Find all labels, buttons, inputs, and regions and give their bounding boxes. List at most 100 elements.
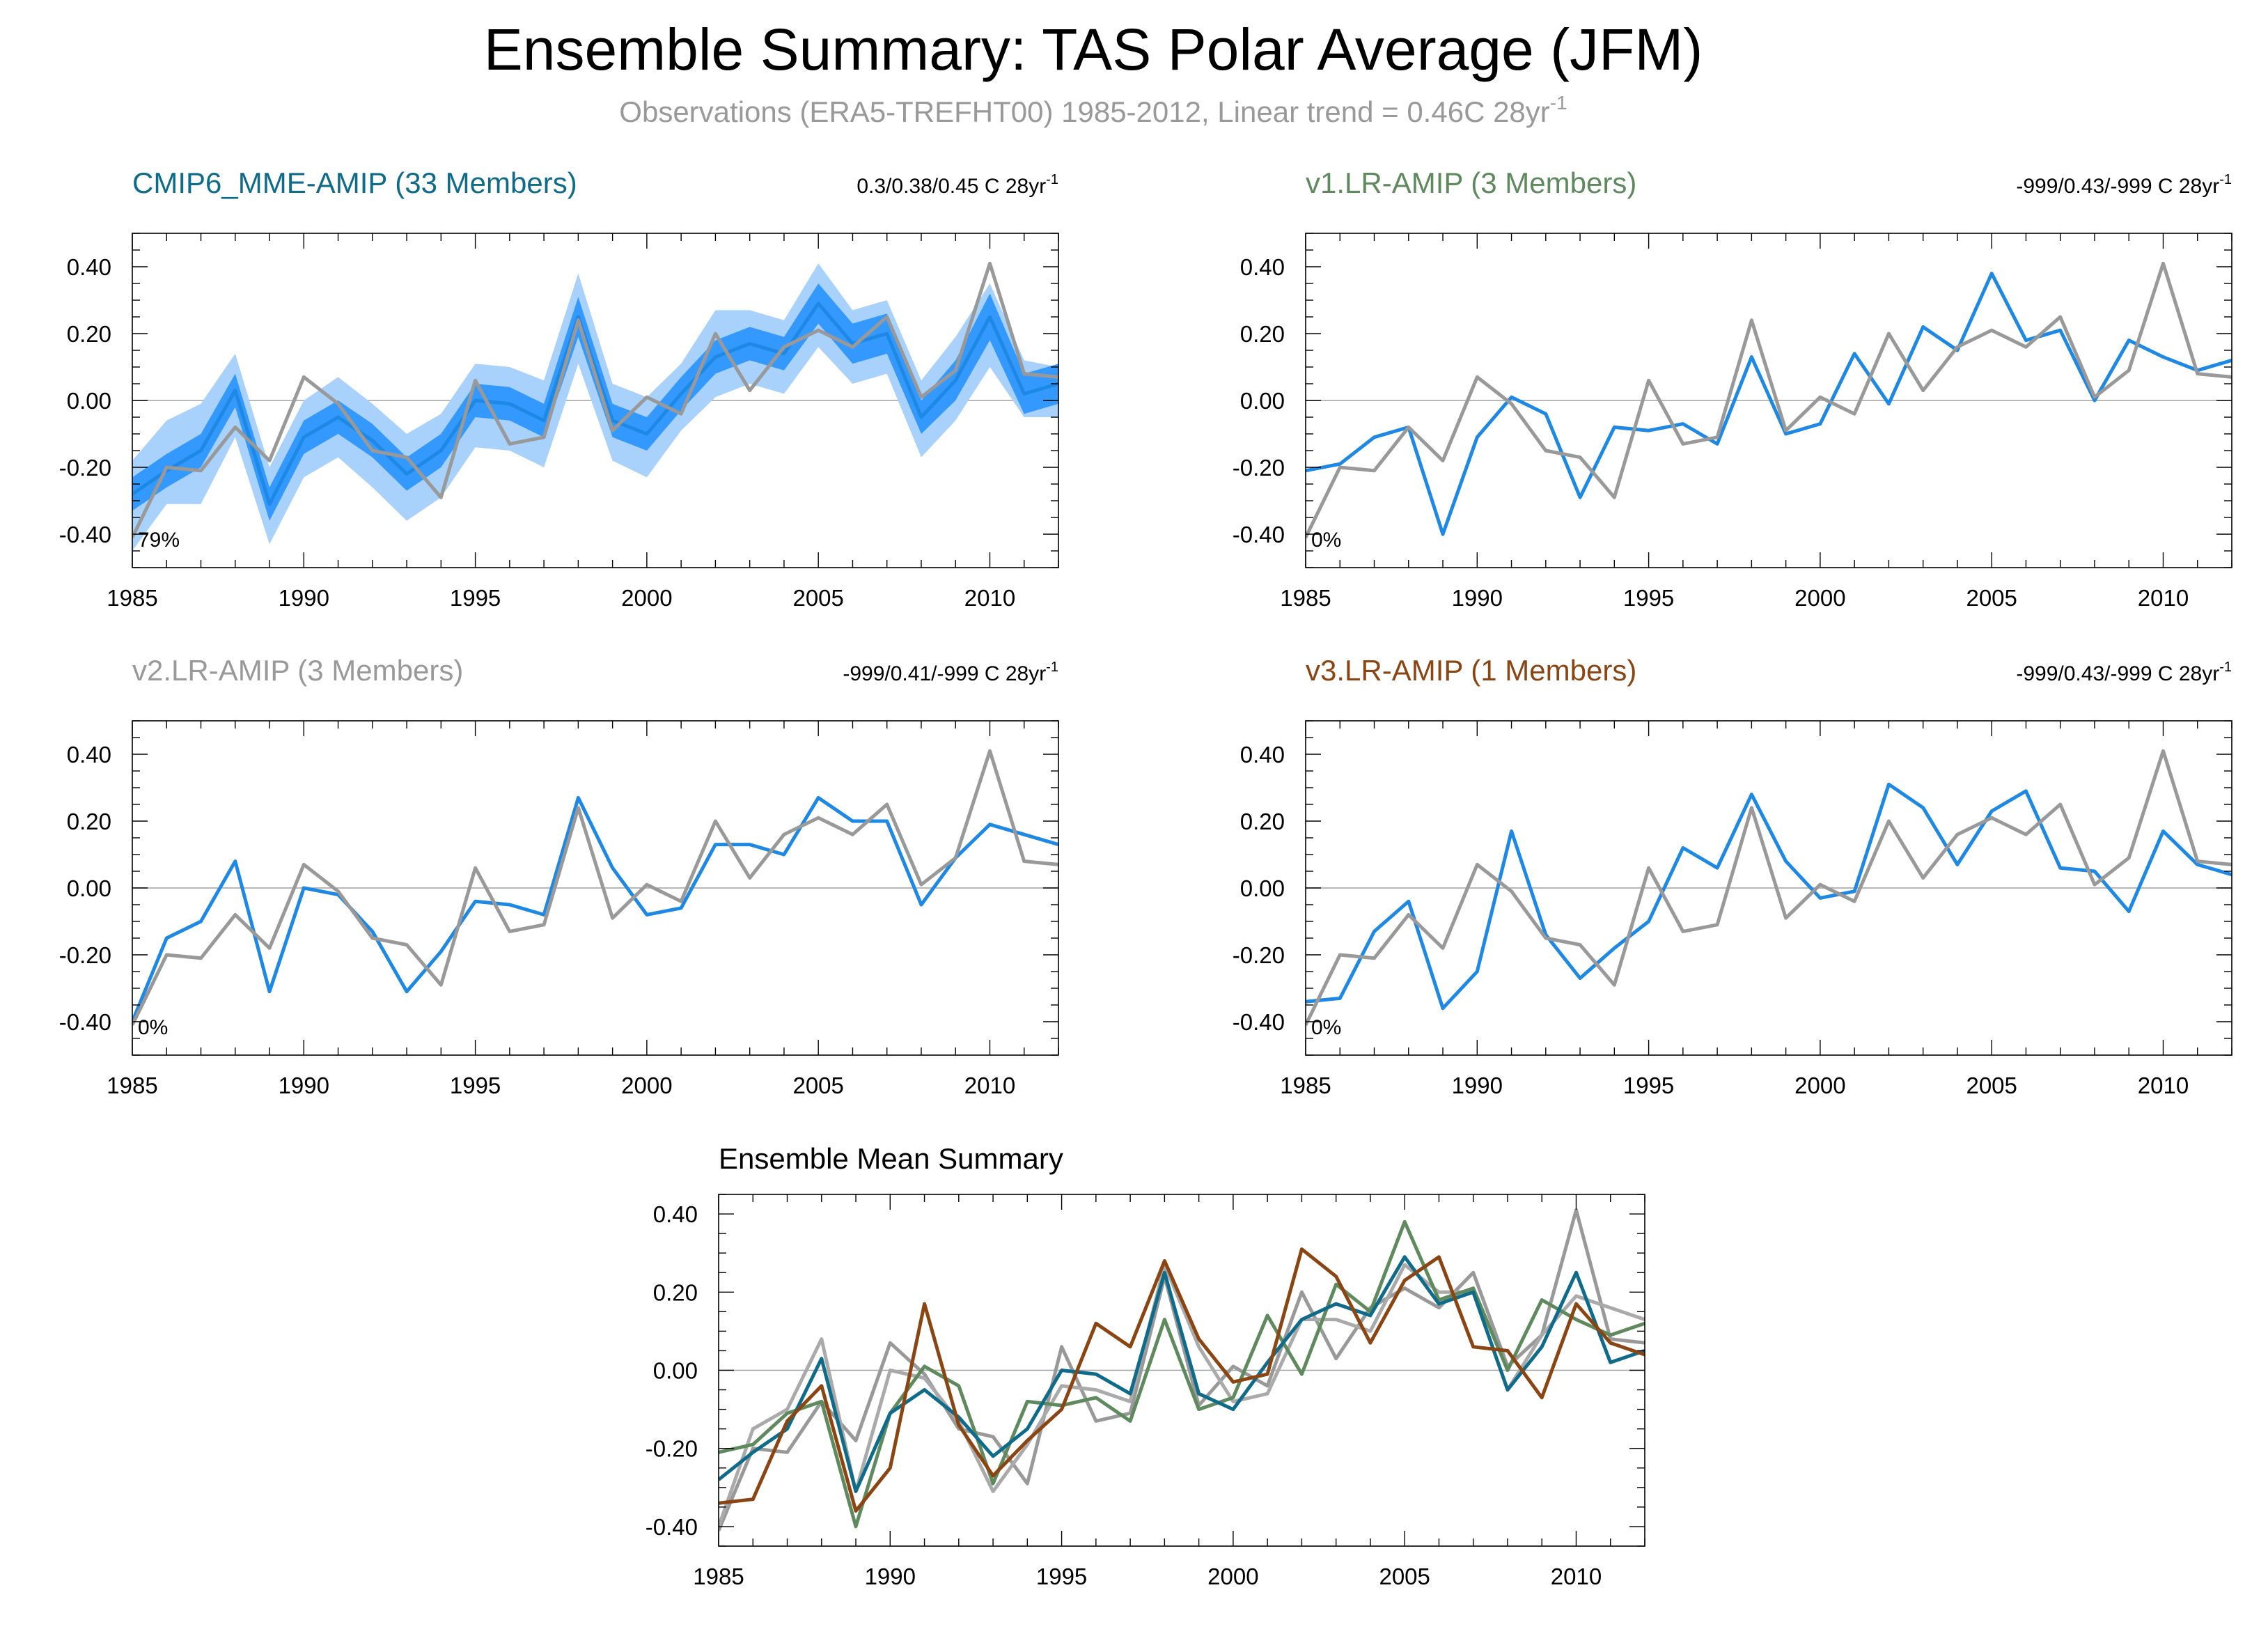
tick-marks [718,1194,1645,1547]
x-tick-label: 1985 [107,585,157,611]
x-tick-label: 2010 [2138,1073,2189,1098]
y-tick-label: 0.00 [67,388,111,414]
x-tick-label: 2000 [621,585,672,611]
panel-title-v1: v1.LR-AMIP (3 Members) [1306,166,1636,199]
tick-marks [132,720,1059,1056]
percent-label-v2: 0% [138,1016,168,1039]
y-tick-label: -0.40 [59,1009,111,1035]
trend-label-sup: -1 [2219,172,2232,187]
panel-title-summary: Ensemble Mean Summary [719,1142,1063,1175]
x-tick-label: 1995 [1036,1564,1087,1589]
x-tick-label: 1995 [1623,585,1674,611]
tick-marks [1305,720,2232,1056]
series-line-4 [719,1247,1645,1513]
observation-line [1306,749,2232,1026]
series-line-3 [719,1255,1645,1493]
trend-label-text: -999/0.41/-999 C 28yr [843,662,1046,685]
chart-panel-v2: v2.LR-AMIP (3 Members) -999/0.41/-999 C 2… [59,654,1059,1098]
x-tick-label: 2005 [792,1073,843,1098]
x-tick-label: 2005 [1966,1073,2017,1098]
panel-title-v2: v2.LR-AMIP (3 Members) [132,654,463,687]
x-tick-label: 1985 [1280,585,1331,611]
y-tick-label: 0.00 [653,1358,698,1384]
model-line [132,795,1058,1022]
x-tick-label: 2005 [792,585,843,611]
percent-label-cmip6: 79% [138,529,180,552]
panel-data-v3 [1306,749,2232,1026]
x-tick-label: 2000 [1794,585,1845,611]
y-tick-label: -0.40 [646,1514,698,1540]
y-tick-label: 0.20 [1240,809,1285,834]
y-tick-label: -0.40 [1233,522,1285,547]
panel-data-v1 [1306,261,2232,538]
trend-label-text: -999/0.43/-999 C 28yr [2016,662,2219,685]
x-tick-label: 1995 [450,585,501,611]
x-tick-label: 1995 [450,1073,501,1098]
y-tick-label: 0.20 [653,1279,698,1305]
x-tick-label: 1985 [107,1073,157,1098]
x-tick-label: 2005 [1379,1564,1430,1589]
y-tick-label: -0.20 [59,942,111,968]
chart-panel-v1: v1.LR-AMIP (3 Members) -999/0.43/-999 C 2… [1233,166,2232,611]
x-tick-label: 2010 [964,1073,1015,1098]
x-tick-label: 2010 [1551,1564,1602,1589]
x-tick-label: 2000 [621,1073,672,1098]
x-tick-label: 2000 [1207,1564,1258,1589]
figure-title: Ensemble Summary: TAS Polar Average (JFM… [484,17,1703,82]
x-tick-label: 1990 [865,1564,916,1589]
panel-data-cmip6 [132,261,1058,551]
y-tick-label: 0.00 [67,875,111,901]
x-tick-label: 1990 [1452,1073,1503,1098]
trend-label-sup: -1 [1046,660,1058,675]
y-tick-label: 0.40 [653,1201,698,1227]
y-tick-label: 0.20 [67,809,111,834]
x-tick-label: 2010 [964,585,1015,611]
percent-label-v1: 0% [1311,529,1341,552]
trend-label-cmip6: 0.3/0.38/0.45 C 28yr-1 [857,172,1058,198]
observation-line [132,261,1058,538]
x-tick-label: 2010 [2138,585,2189,611]
x-tick-label: 2000 [1794,1073,1845,1098]
panel-title-v3: v3.LR-AMIP (1 Members) [1306,654,1636,687]
y-tick-label: -0.20 [59,455,111,481]
tick-marks [1305,233,2232,568]
y-tick-label: 0.20 [67,321,111,347]
x-tick-label: 1985 [1280,1073,1331,1098]
y-tick-label: -0.40 [59,522,111,547]
trend-label-text: -999/0.43/-999 C 28yr [2016,175,2219,198]
y-tick-label: 0.20 [1240,321,1285,347]
series-line-0 [719,1208,1645,1531]
x-tick-label: 1990 [1452,585,1503,611]
percent-label-v3: 0% [1311,1016,1341,1039]
x-tick-label: 1990 [279,585,329,611]
x-tick-label: 2005 [1966,585,2017,611]
trend-label-sup: -1 [1046,172,1058,187]
model-line [1306,782,2232,1011]
y-tick-label: 0.40 [67,742,111,767]
x-tick-label: 1995 [1623,1073,1674,1098]
figure-subtitle-sup: -1 [1550,92,1567,114]
y-tick-label: 0.00 [1240,388,1285,414]
trend-label-v2: -999/0.41/-999 C 28yr-1 [843,660,1058,685]
trend-label-v3: -999/0.43/-999 C 28yr-1 [2016,660,2232,685]
observation-line [1306,261,2232,538]
y-tick-label: -0.20 [1233,942,1285,968]
figure-subtitle: Observations (ERA5-TREFHT00) 1985-2012, … [619,92,1567,128]
panel-data-v2 [132,749,1058,1026]
chart-panel-v3: v3.LR-AMIP (1 Members) -999/0.43/-999 C 2… [1233,654,2232,1098]
series-line-2 [719,1219,1645,1529]
chart-panel-cmip6: CMIP6_MME-AMIP (33 Members) 0.3/0.38/0.45… [59,166,1059,611]
y-tick-label: 0.40 [67,254,111,280]
tick-marks [132,233,1059,568]
panel-data-summary [719,1208,1645,1531]
trend-label-v1: -999/0.43/-999 C 28yr-1 [2016,172,2232,198]
trend-label-sup: -1 [2219,660,2232,675]
trend-label-text: 0.3/0.38/0.45 C 28yr [857,175,1046,198]
y-tick-label: 0.40 [1240,254,1285,280]
y-tick-label: -0.20 [1233,455,1285,481]
x-tick-label: 1990 [279,1073,329,1098]
chart-panel-summary: Ensemble Mean Summary 1985 1990 1995 2000 200… [646,1142,1645,1589]
observation-line [132,749,1058,1026]
y-tick-label: 0.00 [1240,875,1285,901]
